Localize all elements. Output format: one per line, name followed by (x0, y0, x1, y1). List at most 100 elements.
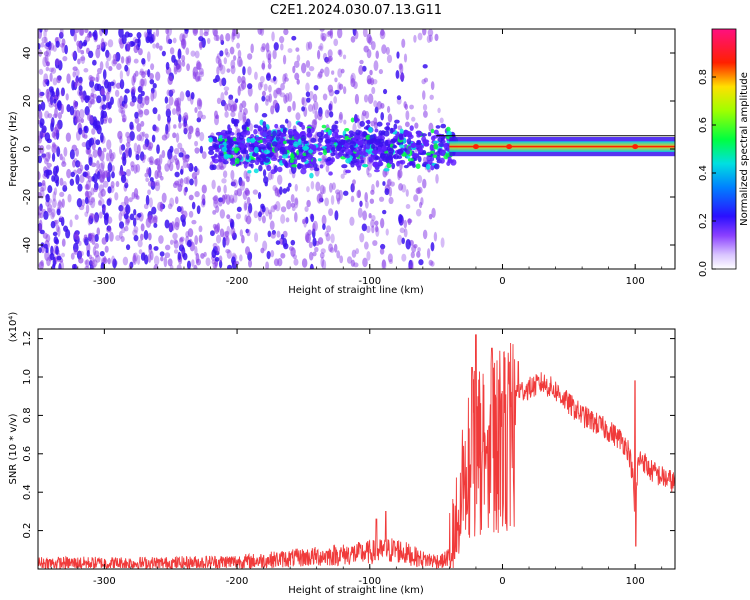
spectrogram-noise-blob (176, 264, 182, 269)
spectrogram-signal-blob (430, 128, 435, 134)
spectrogram-noise-blob (172, 232, 178, 240)
spectrogram-signal-blob (282, 140, 287, 145)
spectrogram-noise-blob (148, 214, 154, 224)
spectrogram-noise-blob (247, 66, 252, 76)
spectrogram-noise-blob (45, 144, 51, 150)
spectrogram-noise-blob (384, 188, 390, 196)
spectrogram-noise-blob (183, 31, 188, 39)
spectrogram-signal-blob (399, 128, 404, 135)
spectrogram-noise-blob (331, 182, 336, 191)
spectrogram-noise-blob (247, 207, 251, 217)
spectrogram-noise-blob (59, 153, 63, 161)
spectrogram-noise-blob (420, 197, 424, 206)
spectrogram-noise-blob (125, 244, 131, 251)
spectrogram-noise-blob (367, 160, 372, 171)
spectrogram-signal-blob (422, 139, 427, 145)
spectrogram-noise-blob (320, 256, 325, 268)
spectrogram-signal-blob (394, 119, 400, 124)
spectrogram-noise-blob (102, 180, 109, 188)
spectrogram-signal-blob (389, 127, 394, 134)
spectrogram-noise-blob (273, 42, 279, 51)
spectrogram-noise-blob (366, 225, 371, 234)
spectrogram-signal-blob (329, 137, 336, 141)
spectrogram-noise-blob (287, 105, 292, 113)
spectrogram-noise-blob (265, 42, 270, 53)
spectrogram-signal-blob (326, 148, 331, 153)
spectrogram-noise-blob (120, 201, 127, 207)
spectrogram-noise-blob (136, 134, 142, 142)
spectrogram-noise-blob (301, 218, 306, 225)
spectrogram-noise-blob (364, 192, 368, 203)
spectrogram-noise-blob (313, 119, 318, 126)
spectrogram-noise-blob (161, 192, 167, 203)
spectrogram-signal-blob (330, 146, 336, 153)
spectrogram-noise-blob (261, 215, 266, 224)
spectrogram-noise-blob (338, 113, 343, 124)
snr-x-tick-label: -300 (93, 576, 116, 587)
spectrogram-signal-blob (213, 144, 220, 150)
spectrogram-noise-blob (50, 212, 55, 220)
spectrogram-noise-blob (403, 219, 408, 229)
spectrogram-noise-blob (182, 252, 188, 261)
spectrogram-noise-blob (161, 150, 166, 159)
spectrogram-noise-blob (237, 85, 241, 96)
spectrogram-noise-blob (165, 123, 169, 135)
spectrogram-noise-blob (121, 226, 126, 234)
spectrogram-noise-blob (57, 111, 63, 120)
spectrogram-noise-blob (181, 39, 185, 46)
spectrogram-noise-blob (226, 249, 232, 260)
spectrogram-noise-blob (152, 43, 157, 49)
spectrogram-signal-blob (385, 157, 390, 164)
spectrogram-noise-blob (41, 179, 46, 187)
spectrogram-noise-blob (373, 100, 378, 108)
spectrogram-noise-blob (349, 216, 355, 226)
spectrogram-noise-blob (106, 139, 112, 150)
spectrogram-noise-blob (408, 265, 414, 269)
spectrogram-noise-blob (172, 182, 178, 189)
spectrogram-noise-blob (84, 164, 90, 171)
spectrogram-noise-blob (434, 33, 439, 42)
spectrogram-noise-blob (164, 244, 171, 251)
spectrogram-noise-blob (364, 200, 369, 209)
spectrogram-noise-blob (224, 193, 228, 200)
spectrogram-noise-blob (247, 53, 253, 60)
spectrogram-noise-blob (254, 232, 259, 243)
spectrogram-noise-blob (161, 50, 166, 57)
spectrogram-noise-blob (57, 226, 61, 237)
spectrogram-noise-blob (50, 67, 57, 74)
spectrogram-noise-blob (106, 225, 112, 232)
spectrogram-noise-blob (305, 91, 311, 98)
spectrogram-noise-blob (359, 59, 364, 65)
spectrogram-noise-blob (395, 70, 400, 79)
spectrogram-noise-blob (295, 47, 300, 52)
spectrogram-noise-blob (47, 113, 53, 119)
spectrogram-signal-blob (287, 144, 292, 151)
spectrogram-noise-blob (149, 78, 155, 85)
spectrogram-noise-blob (172, 37, 177, 44)
spectrogram-noise-blob (342, 54, 347, 60)
spectrogram-noise-blob (186, 239, 192, 248)
spectrogram-noise-blob (354, 93, 359, 105)
spectrogram-noise-blob (125, 142, 131, 148)
spectrogram-noise-blob (337, 49, 342, 56)
spectrogram-noise-blob (179, 168, 184, 175)
spectrogram-noise-blob (66, 168, 72, 179)
spectrogram-signal-blob (410, 142, 415, 148)
spectrogram-noise-blob (177, 48, 182, 60)
spectrogram-noise-blob (249, 123, 253, 132)
spectrogram-signal-blob (259, 154, 266, 159)
spectrogram-noise-blob (301, 258, 308, 268)
spectrogram-noise-blob (124, 217, 130, 227)
colorbar: 0.0 0.2 0.4 0.6 0.8 Normalized spectral ampl… (698, 28, 750, 277)
spectrogram-noise-blob (273, 204, 278, 210)
spectrogram-noise-blob (219, 50, 224, 57)
spectrogram-x-tick-label: -300 (93, 276, 116, 287)
spectrogram-signal-blob (253, 146, 259, 154)
spectrogram-noise-blob (437, 107, 441, 114)
spectrogram-noise-blob (45, 66, 50, 72)
spectrogram-signal-blob (391, 138, 398, 143)
spectrogram-noise-blob (179, 178, 184, 184)
spectrogram-noise-blob (174, 221, 180, 231)
spectrogram-noise-blob (60, 87, 65, 97)
